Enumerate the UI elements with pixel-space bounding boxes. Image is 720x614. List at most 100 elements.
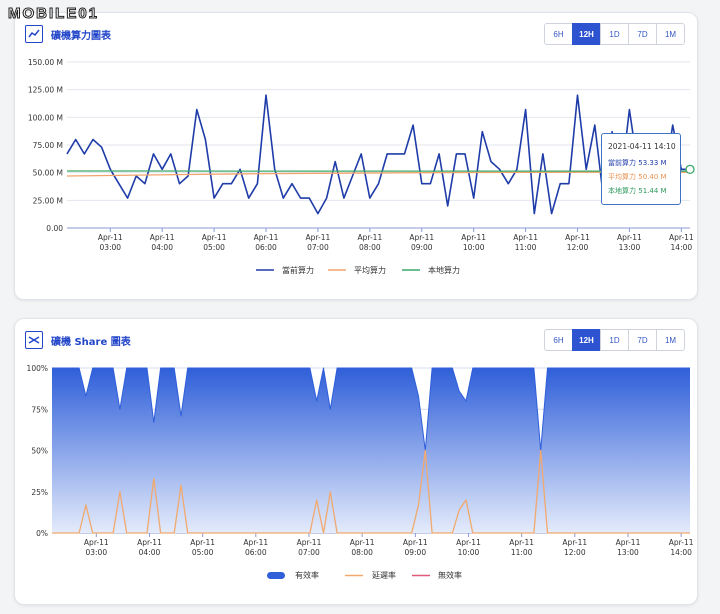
x-tick-label: Apr-11 xyxy=(202,233,227,242)
share-range-1m-button[interactable]: 1M xyxy=(656,329,685,351)
legend-swatch xyxy=(267,572,285,579)
legend-label: 無效率 xyxy=(438,570,462,580)
x-tick-label: 07:00 xyxy=(307,243,329,252)
watermark-logo: MOBILE01 xyxy=(7,5,100,23)
x-tick-label: Apr-11 xyxy=(190,538,215,547)
x-tick-label: Apr-11 xyxy=(350,538,375,547)
share-card: 礦機 Share 圖表 6H 12H 1D 7D 1M 0% 25% 50% 75% 1… xyxy=(14,318,698,605)
y-tick-label: 50.00 M xyxy=(33,169,63,178)
tooltip-time: 2021-04-11 14:10 xyxy=(608,142,676,151)
legend-label: 延遲率 xyxy=(372,570,396,580)
x-tick-label: Apr-11 xyxy=(243,538,268,547)
series-line-1 xyxy=(66,94,690,215)
x-tick-label: 11:00 xyxy=(511,548,533,557)
y-tick-label: 125.00 M xyxy=(28,86,63,95)
hashrate-card-header: 礦機算力圖表 xyxy=(25,23,111,45)
series-line-2 xyxy=(66,171,690,177)
hashrate-card-title: 礦機算力圖表 xyxy=(51,30,111,42)
legend-label: 平均算力 xyxy=(354,265,386,275)
x-tick-label: Apr-11 xyxy=(357,233,382,242)
y-tick-label: 25% xyxy=(31,488,48,497)
x-tick-label: Apr-11 xyxy=(617,233,642,242)
y-tick-label: 0% xyxy=(36,529,48,538)
x-tick-label: Apr-11 xyxy=(513,233,538,242)
x-tick-label: Apr-11 xyxy=(137,538,162,547)
x-tick-label: 14:00 xyxy=(671,243,693,252)
hashrate-line-chart: 0.00 25.00 M 50.00 M 75.00 M 100.00 M 125.00 … xyxy=(28,58,695,275)
valid-line xyxy=(52,367,690,451)
x-tick-label: 04:00 xyxy=(139,548,161,557)
x-tick-label: 06:00 xyxy=(245,548,267,557)
y-tick-label: 75% xyxy=(31,405,48,414)
share-range-12h-button[interactable]: 12H xyxy=(572,329,601,351)
y-tick-label: 0.00 xyxy=(46,224,63,233)
x-tick-label: Apr-11 xyxy=(403,538,428,547)
share-range-selector: 6H 12H 1D 7D 1M xyxy=(544,329,685,351)
crossed-arrows-icon xyxy=(25,331,43,349)
y-tick-label: 25.00 M xyxy=(33,196,63,205)
hashrate-tooltip: 2021-04-11 14:10 當前算力 53.33 M 平均算力 50.40… xyxy=(601,133,681,205)
legend-label: 有效率 xyxy=(295,570,319,580)
x-tick-label: 04:00 xyxy=(151,243,173,252)
tooltip-label: 當前算力 xyxy=(608,159,636,167)
hashrate-range-12h-button[interactable]: 12H xyxy=(572,23,601,45)
tooltip-value: 51.44 M xyxy=(638,187,667,195)
tooltip-value: 50.40 M xyxy=(638,173,667,181)
stale-line xyxy=(52,449,690,534)
tooltip-row-current: 當前算力 53.33 M xyxy=(608,156,674,170)
hashrate-range-1m-button[interactable]: 1M xyxy=(656,23,685,45)
x-tick-label: 10:00 xyxy=(458,548,480,557)
y-tick-label: 50% xyxy=(31,447,48,456)
x-tick-label: Apr-11 xyxy=(562,538,587,547)
share-area-chart: 0%25%50%75%100%Apr-1103:00Apr-1104:00Apr… xyxy=(27,364,694,580)
x-tick-label: Apr-11 xyxy=(456,538,481,547)
line-chart-icon xyxy=(25,25,43,43)
share-card-title: 礦機 Share 圖表 xyxy=(51,336,131,348)
x-tick-label: 05:00 xyxy=(203,243,225,252)
x-tick-label: Apr-11 xyxy=(669,538,694,547)
x-tick-label: Apr-11 xyxy=(254,233,279,242)
x-tick-label: 12:00 xyxy=(567,243,589,252)
x-tick-label: 06:00 xyxy=(255,243,277,252)
x-tick-label: Apr-11 xyxy=(461,233,486,242)
tooltip-value: 53.33 M xyxy=(638,159,667,167)
x-tick-label: Apr-11 xyxy=(84,538,109,547)
y-tick-label: 150.00 M xyxy=(28,58,63,67)
y-tick-label: 75.00 M xyxy=(33,141,63,150)
x-tick-label: Apr-11 xyxy=(509,538,534,547)
x-tick-label: Apr-11 xyxy=(409,233,434,242)
x-tick-label: 09:00 xyxy=(404,548,426,557)
hashrate-range-6h-button[interactable]: 6H xyxy=(544,23,573,45)
x-tick-label: Apr-11 xyxy=(669,233,694,242)
x-tick-label: 11:00 xyxy=(515,243,537,252)
x-tick-label: 08:00 xyxy=(351,548,373,557)
x-tick-label: 09:00 xyxy=(411,243,433,252)
y-tick-label: 100% xyxy=(27,364,48,373)
share-card-header: 礦機 Share 圖表 xyxy=(25,329,131,351)
x-tick-label: 08:00 xyxy=(359,243,381,252)
x-tick-label: Apr-11 xyxy=(306,233,331,242)
x-tick-label: 05:00 xyxy=(192,548,214,557)
x-tick-label: 12:00 xyxy=(564,548,586,557)
x-tick-label: 03:00 xyxy=(99,243,121,252)
hashrate-range-1d-button[interactable]: 1D xyxy=(600,23,629,45)
x-tick-label: 13:00 xyxy=(617,548,639,557)
x-tick-label: 14:00 xyxy=(670,548,692,557)
x-tick-label: Apr-11 xyxy=(616,538,641,547)
hover-marker xyxy=(685,164,695,174)
tooltip-label: 本地算力 xyxy=(608,187,636,195)
x-tick-label: Apr-11 xyxy=(565,233,590,242)
x-tick-label: Apr-11 xyxy=(150,233,175,242)
legend-label: 當前算力 xyxy=(282,265,314,275)
legend-label: 本地算力 xyxy=(428,265,460,275)
hashrate-card: 礦機算力圖表 6H 12H 1D 7D 1M 0.00 25.00 M 50.00 … xyxy=(14,12,698,300)
x-tick-label: Apr-11 xyxy=(297,538,322,547)
x-tick-label: 03:00 xyxy=(85,548,107,557)
hashrate-range-selector: 6H 12H 1D 7D 1M xyxy=(544,23,685,45)
x-tick-label: 07:00 xyxy=(298,548,320,557)
tooltip-label: 平均算力 xyxy=(608,173,636,181)
valid-area xyxy=(52,368,690,533)
x-tick-label: Apr-11 xyxy=(98,233,123,242)
x-tick-label: 13:00 xyxy=(619,243,641,252)
tooltip-row-local: 本地算力 51.44 M xyxy=(608,184,674,198)
